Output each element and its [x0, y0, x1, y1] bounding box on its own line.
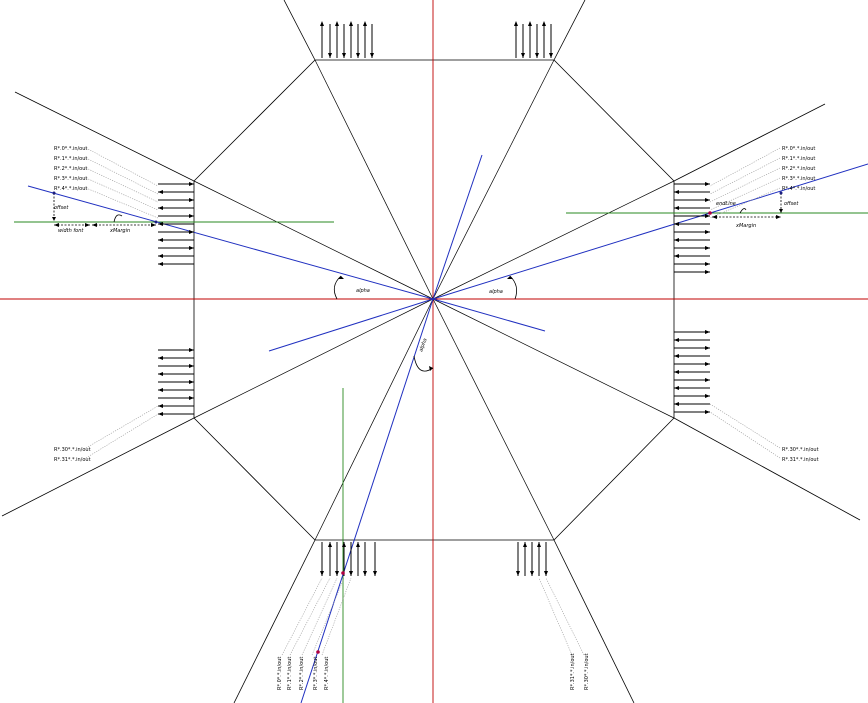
- pin-label: R*.3*.*.in/out: [313, 657, 319, 690]
- blue-rays: [27, 154, 868, 703]
- pin-label: R*.2*.*.in/out: [782, 166, 815, 172]
- arrow-head: [429, 366, 433, 371]
- pin-label: R*.0*.*.in/out: [782, 146, 815, 152]
- labels-bottom-left: R*.0*.*.in/out R*.1*.*.in/out R*.2*.*.in…: [277, 657, 330, 690]
- pin-label: R*.30*.*.in/out: [584, 653, 590, 690]
- xmargin-label: xMargin: [735, 223, 756, 229]
- pin-label: R*.1*.*.in/out: [287, 657, 293, 690]
- pin-label: R*.31*.*.in/out: [54, 457, 91, 463]
- pin-arrowheads-sides: [158, 182, 710, 416]
- pins-right-bottom: [674, 331, 710, 413]
- labels-right-top: R*.0*.*.in/out R*.1*.*.in/out R*.2*.*.in…: [782, 146, 815, 192]
- pin-label: R*.3*.*.in/out: [54, 176, 87, 182]
- pin-label: R*.2*.*.in/out: [54, 166, 87, 172]
- pin-label: R*.31*.*.in/out: [782, 457, 819, 463]
- endline-label: endLine: [716, 201, 736, 207]
- pin-label: R*.4*.*.in/out: [324, 657, 330, 690]
- pin-arrowheads-top: [320, 21, 553, 58]
- pins-left-top: [158, 183, 194, 265]
- arrow-head: [338, 276, 344, 279]
- pin-label: R*.3*.*.in/out: [782, 176, 815, 182]
- pin-label: R*.31*.*.in/out: [570, 653, 576, 690]
- pin-label: R*.1*.*.in/out: [54, 156, 87, 162]
- width-font-label: width font: [58, 228, 84, 234]
- pin-label: R*.1*.*.in/out: [782, 156, 815, 162]
- pin-label: R*.30*.*.in/out: [54, 447, 91, 453]
- pins-right-top: [674, 183, 710, 273]
- offset-label: offset: [784, 201, 799, 207]
- dimension-lines: [53, 193, 782, 226]
- pins-top-left: [321, 24, 373, 58]
- labels-left-top: R*.0*.*.in/out R*.1*.*.in/out R*.2*.*.in…: [54, 146, 87, 192]
- pins-left-bottom: [158, 349, 194, 415]
- pin-label: R*.0*.*.in/out: [277, 657, 283, 690]
- labels-left-bottom: R*.30*.*.in/out R*.31*.*.in/out: [54, 447, 91, 463]
- alpha-label: alpha: [489, 289, 503, 295]
- pin-label: R*.4*.*.in/out: [782, 186, 815, 192]
- octagon-outline: [193, 59, 675, 541]
- offset-label: offset: [54, 205, 69, 211]
- dimension-markers: [52, 191, 783, 654]
- labels-bottom-right: R*.31*.*.in/out R*.30*.*.in/out: [570, 653, 590, 690]
- pins-bottom-right: [517, 542, 547, 576]
- alpha-label: alpha: [418, 338, 428, 353]
- leader-lines: [85, 147, 781, 656]
- angle-arcs: [113, 208, 747, 372]
- annotation-labels: offset width font xMargin endLine offset…: [54, 201, 799, 353]
- xmargin-label: xMargin: [109, 228, 130, 234]
- pin-label: R*.0*.*.in/out: [54, 146, 87, 152]
- pins-top-right: [515, 24, 552, 58]
- pin-label: R*.4*.*.in/out: [54, 186, 87, 192]
- pins-bottom-left: [321, 542, 376, 576]
- center-rays: [193, 59, 675, 541]
- pin-arrowheads-bottom: [320, 542, 548, 576]
- guide-lines: [14, 212, 868, 703]
- arrow-head: [507, 276, 513, 279]
- pin-label: R*.2*.*.in/out: [299, 657, 305, 690]
- pin-label: R*.30*.*.in/out: [782, 447, 819, 453]
- labels-right-bottom: R*.30*.*.in/out R*.31*.*.in/out: [782, 447, 819, 463]
- alpha-label: alpha: [356, 288, 370, 294]
